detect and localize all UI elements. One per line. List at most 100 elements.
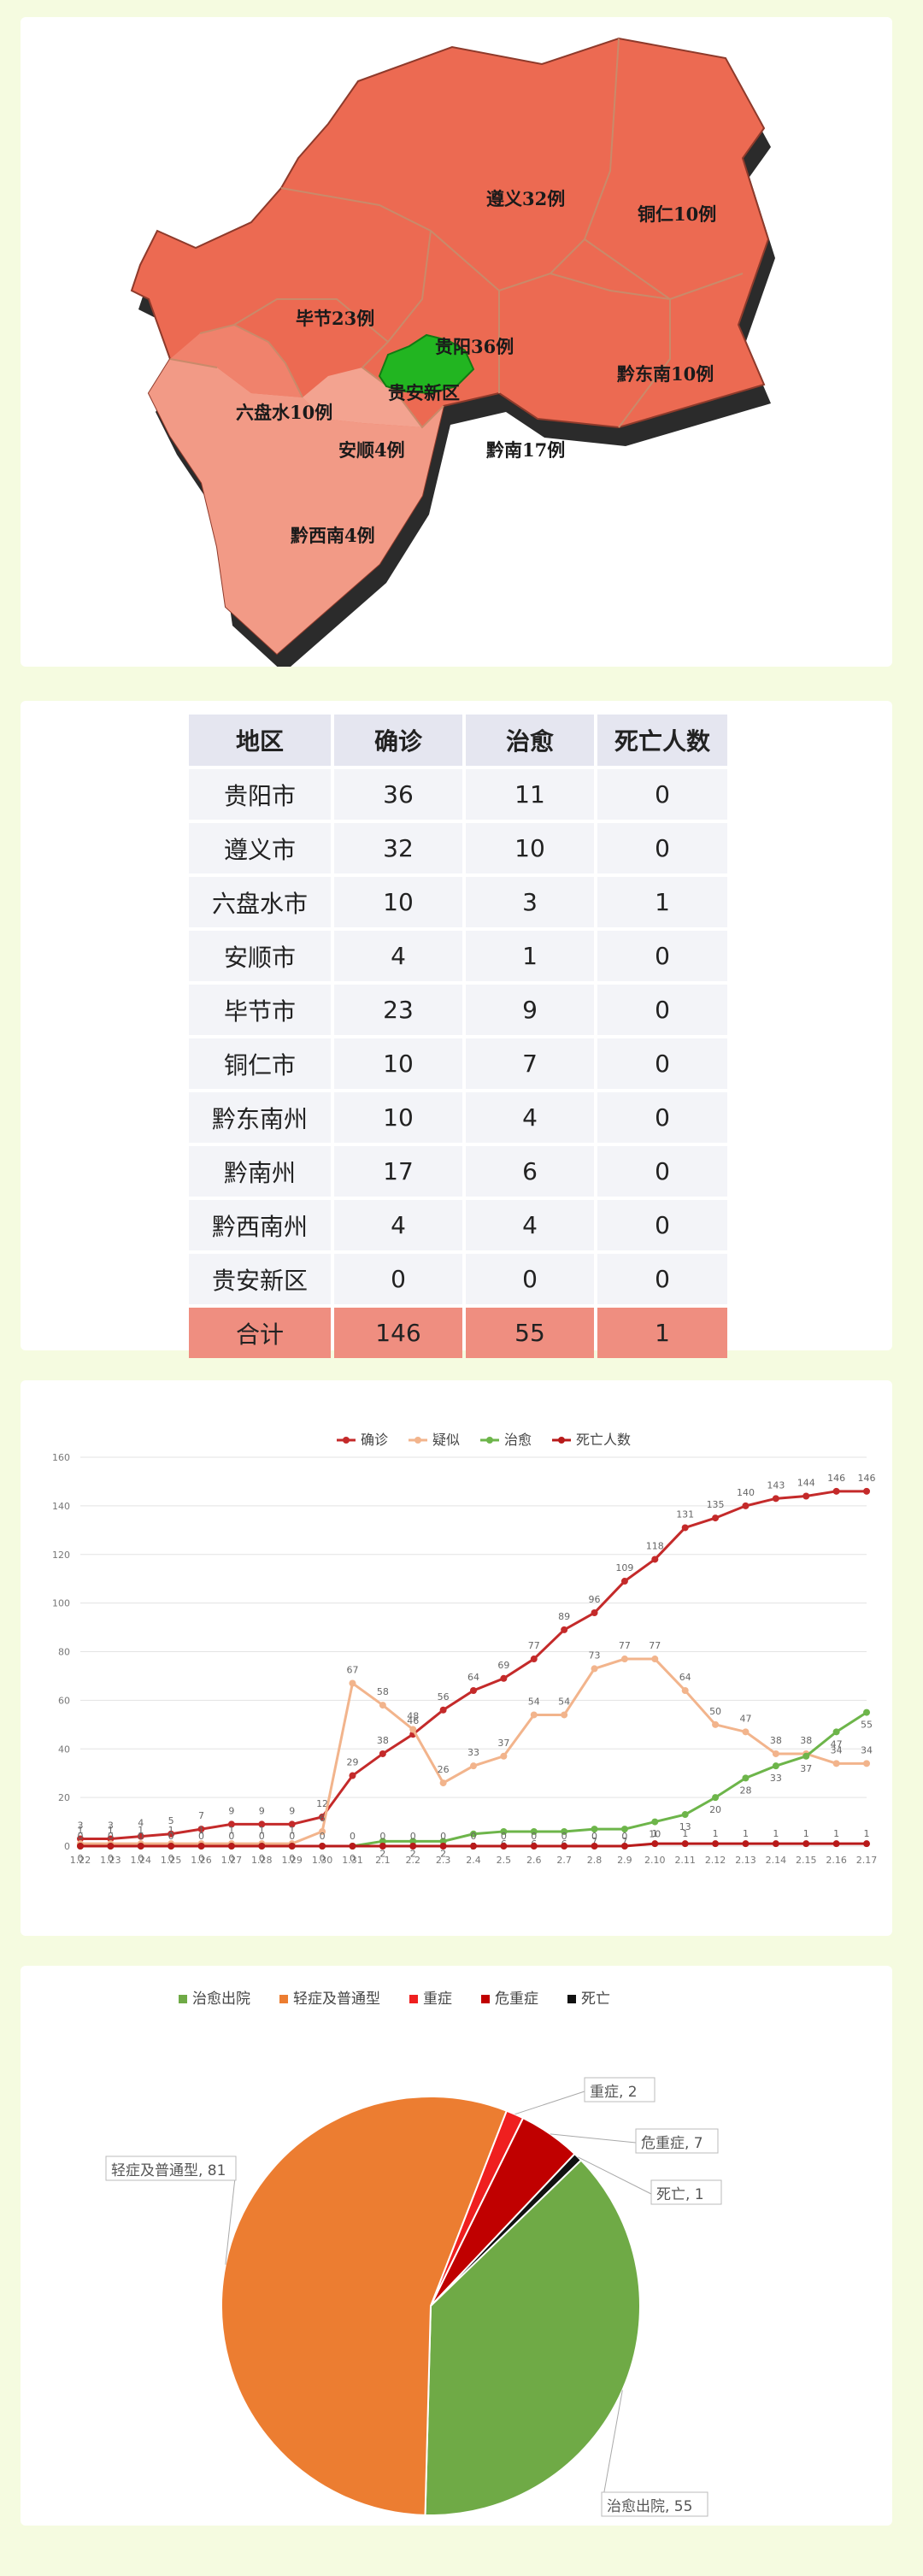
data-point: [772, 1762, 779, 1770]
x-tick-label: 1.27: [221, 1855, 243, 1866]
data-point: [379, 1702, 386, 1709]
leader-line: [601, 2390, 623, 2507]
data-label: 1: [682, 1828, 688, 1839]
table-row: 铜仁市 10 7 0: [189, 1038, 727, 1089]
data-point: [349, 1679, 356, 1687]
x-tick-label: 2.2: [405, 1855, 420, 1866]
data-point: [561, 1827, 568, 1835]
y-tick-label: 100: [52, 1598, 70, 1609]
data-point: [742, 1774, 750, 1782]
table-header-row: 地区 确诊 治愈 死亡人数: [189, 715, 727, 766]
table-row: 黔南州 17 6 0: [189, 1146, 727, 1197]
data-point: [137, 1832, 144, 1840]
data-label: 47: [831, 1738, 843, 1750]
legend-label: 危重症: [495, 1991, 538, 2008]
leader-line: [225, 2169, 237, 2265]
data-label: 1: [743, 1828, 749, 1839]
region-label-guian: 贵安新区: [388, 382, 460, 403]
data-label: 1: [108, 1825, 114, 1836]
province-map: 遵义32例 铜仁10例 毕节23例 贵阳36例 贵安新区 六盘水10例 安顺4例…: [130, 37, 775, 673]
legend-swatch: [409, 1995, 418, 2003]
data-point: [802, 1840, 810, 1848]
legend-swatch-marker: [558, 1437, 565, 1444]
data-label: 135: [707, 1499, 725, 1510]
data-label: 1: [228, 1825, 234, 1836]
data-point: [561, 1711, 568, 1719]
region-label-guiyang: 贵阳36例: [435, 336, 514, 357]
data-point: [712, 1840, 720, 1848]
cell-confirmed: 10: [334, 1092, 462, 1143]
data-label: 1: [78, 1825, 84, 1836]
data-point: [500, 1674, 508, 1682]
data-point: [319, 1843, 326, 1850]
data-label: 67: [346, 1664, 358, 1675]
data-label: 89: [558, 1611, 570, 1622]
data-label: 死亡, 1: [656, 2186, 704, 2203]
data-label: 140: [737, 1487, 755, 1498]
data-label: 96: [589, 1594, 601, 1605]
cell-region: 六盘水市: [189, 877, 331, 927]
data-label: 1: [833, 1828, 839, 1839]
data-point: [832, 1728, 840, 1736]
data-label: 1: [713, 1828, 719, 1839]
data-point: [561, 1626, 568, 1633]
cell-region: 黔东南州: [189, 1092, 331, 1143]
data-label: 治愈出院, 55: [607, 2498, 692, 2515]
data-label: 0: [471, 1831, 477, 1842]
data-point: [530, 1656, 538, 1663]
cell-confirmed: 17: [334, 1146, 462, 1197]
data-label: 0: [138, 1831, 144, 1842]
data-point: [379, 1750, 386, 1757]
data-label: 0: [108, 1853, 114, 1864]
data-label: 危重症, 7: [641, 2135, 703, 2152]
y-tick-label: 120: [52, 1550, 70, 1561]
data-label: 26: [438, 1764, 450, 1775]
data-label-box: [105, 2155, 237, 2181]
data-label: 109: [615, 1562, 633, 1573]
data-point: [530, 1711, 538, 1719]
cell-total-label: 合计: [189, 1308, 331, 1358]
data-label: 28: [739, 1785, 751, 1796]
data-point: [197, 1843, 205, 1850]
data-point: [227, 1843, 235, 1850]
data-label: 0: [78, 1831, 84, 1842]
data-label: 0: [350, 1831, 356, 1842]
legend-label: 确诊: [361, 1432, 388, 1448]
data-point: [77, 1835, 84, 1843]
x-tick-label: 2.10: [644, 1855, 666, 1866]
cell-cured: 7: [466, 1038, 594, 1089]
cell-confirmed: 23: [334, 985, 462, 1035]
data-point: [227, 1820, 235, 1828]
data-point: [530, 1843, 538, 1850]
data-label: 64: [467, 1672, 479, 1683]
x-tick-label: 2.4: [466, 1855, 481, 1866]
data-point: [349, 1772, 356, 1779]
data-label: 0: [501, 1831, 507, 1842]
cell-total-deaths: 1: [597, 1308, 727, 1358]
data-label: 58: [377, 1686, 389, 1697]
data-point: [500, 1752, 508, 1760]
cell-confirmed: 10: [334, 1038, 462, 1089]
legend-label: 死亡人数: [576, 1432, 631, 1448]
table-total-row: 合计 146 55 1: [189, 1308, 727, 1358]
stats-table: 地区 确诊 治愈 死亡人数 贵阳市 36 11 0 遵义市 32 10 0 六盘水市 10 3 1…: [185, 711, 731, 1362]
data-label: 146: [827, 1473, 845, 1484]
data-point: [470, 1843, 477, 1850]
cell-region: 铜仁市: [189, 1038, 331, 1089]
data-label: 50: [709, 1706, 721, 1717]
data-point: [651, 1840, 659, 1848]
data-point: [742, 1840, 750, 1848]
data-label: 48: [407, 1711, 419, 1722]
data-label: 7: [621, 1836, 627, 1847]
data-point: [620, 1578, 628, 1585]
data-label: 46: [407, 1715, 419, 1726]
data-point: [712, 1514, 720, 1522]
data-point: [772, 1840, 779, 1848]
data-label: 55: [861, 1720, 873, 1731]
x-tick-label: 1.28: [251, 1855, 273, 1866]
x-tick-label: 1.25: [161, 1855, 182, 1866]
data-point: [77, 1843, 84, 1850]
data-point: [409, 1843, 417, 1850]
data-label: 54: [558, 1696, 570, 1707]
